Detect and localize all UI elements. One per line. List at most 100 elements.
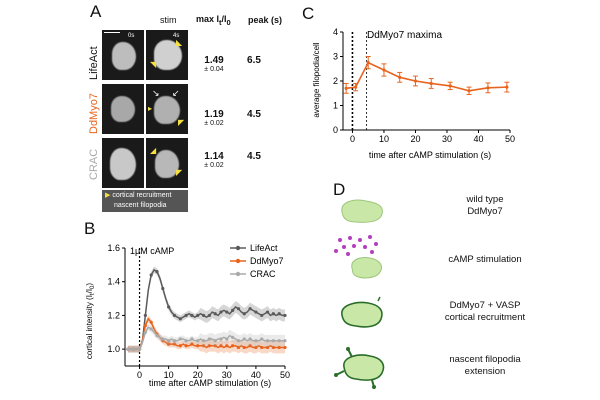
b-point-lifeact xyxy=(184,313,188,318)
b-point-lifeact xyxy=(161,286,165,291)
b-point-ddmyo7 xyxy=(219,344,223,348)
max-value-crac: 1.14 ± 0.02 xyxy=(204,151,224,169)
c-y-axis-label: average filopodia/cell xyxy=(312,42,321,117)
b-point-ddmyo7 xyxy=(196,344,200,348)
b-point-crac xyxy=(184,339,188,343)
b-legend-marker-lifeact xyxy=(235,245,241,251)
b-point-lifeact xyxy=(219,310,223,314)
b-point-ddmyo7 xyxy=(167,342,171,346)
b-error-band-lifeact xyxy=(127,266,285,353)
b-point-lifeact xyxy=(167,305,171,309)
c-series-line xyxy=(346,61,507,92)
c-point xyxy=(505,85,509,89)
b-point-ddmyo7 xyxy=(254,345,258,350)
b-point-crac xyxy=(143,330,147,334)
c-y-tick-label: 3 xyxy=(333,52,338,62)
row-label-ddmyo7: DdMyo7 xyxy=(88,93,100,134)
c-y-tick-label: 1 xyxy=(333,101,338,111)
c-point xyxy=(398,75,402,79)
col-stim-header: stim xyxy=(160,15,177,25)
b-point-lifeact xyxy=(260,313,264,318)
b-point-crac xyxy=(254,339,258,343)
b-point-lifeact xyxy=(143,313,147,318)
b-legend-label-lifeact: LifeAct xyxy=(250,243,278,253)
b-point-lifeact xyxy=(242,312,246,316)
b-point-crac xyxy=(265,339,270,343)
white-arrow-icon: ↙ xyxy=(172,88,180,98)
c-point xyxy=(448,84,452,88)
b-point-lifeact xyxy=(155,270,159,274)
b-point-crac xyxy=(178,337,182,341)
b-series-line-lifeact xyxy=(127,268,285,350)
white-arrow-icon: ↘ xyxy=(152,88,160,98)
b-point-crac xyxy=(283,339,287,343)
c-x-tick-label: 0 xyxy=(350,134,355,144)
b-point-ddmyo7 xyxy=(172,342,177,346)
peak-value-crac: 4.5 xyxy=(247,151,261,162)
b-point-lifeact xyxy=(265,310,270,314)
step-4-label: nascent filopodia extension xyxy=(449,354,521,377)
b-point-lifeact xyxy=(178,317,182,321)
b-point-lifeact xyxy=(248,307,252,311)
micrograph-ddmyo7-4s: ↘ ↙ ▸ ◤ xyxy=(146,84,188,134)
arrowhead-icon: ▶ xyxy=(105,192,111,199)
c-point xyxy=(366,61,370,65)
c-y-tick-label: 4 xyxy=(333,27,338,37)
b-point-crac xyxy=(271,339,275,343)
max-value-ddmyo7: 1.19 ± 0.02 xyxy=(204,109,224,127)
b-point-crac xyxy=(242,337,246,341)
micrograph-ddmyo7-0s xyxy=(102,84,144,134)
b-point-ddmyo7 xyxy=(260,345,264,350)
b-point-ddmyo7 xyxy=(231,344,235,348)
c-point xyxy=(354,85,358,89)
col-max-header: max It/I0 xyxy=(196,14,231,27)
b-series-line-ddmyo7 xyxy=(127,317,285,350)
b-x-tick-label: 30 xyxy=(222,370,232,380)
b-error-band-crac xyxy=(127,323,285,353)
b-point-crac xyxy=(149,327,153,331)
step-1-label: wild type DdMyo7 xyxy=(466,194,504,217)
b-y-tick-label: 1.2 xyxy=(107,310,120,320)
b-point-ddmyo7 xyxy=(143,323,147,328)
c-point xyxy=(429,81,433,86)
b-point-ddmyo7 xyxy=(242,345,246,350)
c-x-tick-label: 20 xyxy=(410,134,420,144)
b-legend-label-ddmyo7: DdMyo7 xyxy=(250,256,284,266)
b-point-ddmyo7 xyxy=(283,345,287,350)
arrowhead-icon: ▸ xyxy=(148,104,153,113)
b-point-crac xyxy=(236,339,241,343)
b-point-crac xyxy=(132,347,136,351)
b-point-crac xyxy=(231,335,235,339)
b-point-crac xyxy=(137,347,142,351)
c-x-axis-label: time after cAMP stimulation (s) xyxy=(369,150,491,160)
b-point-ddmyo7 xyxy=(184,344,188,348)
cell-camp-stimulation-icon xyxy=(334,235,383,279)
b-point-crac xyxy=(196,339,200,343)
b-point-crac xyxy=(126,347,130,351)
panel-c-chart: 0 10 20 30 40 50 0 1 2 3 4 DdMyo7 maxima time afte… xyxy=(312,27,515,160)
b-x-axis-label: time after cAMP stimulation (s) xyxy=(149,378,271,388)
c-point xyxy=(486,86,490,90)
b-point-crac xyxy=(172,339,177,343)
step-3-label: DdMyo7 + VASP cortical recruitment xyxy=(444,300,526,323)
time-label-0s: 0s xyxy=(128,33,135,39)
c-point xyxy=(382,68,386,72)
micrograph-crac-0s xyxy=(102,138,144,188)
b-point-ddmyo7 xyxy=(225,344,229,348)
b-point-lifeact xyxy=(207,313,211,318)
panel-b-chart: 0 10 20 30 40 50 1.0 1.2 1.4 1.6 LifeAct DdMyo7 CRA… xyxy=(85,243,290,388)
c-y-tick-label: 0 xyxy=(333,125,338,135)
b-point-ddmyo7 xyxy=(201,344,206,348)
b-point-crac xyxy=(213,339,217,343)
b-y-tick-label: 1.0 xyxy=(107,344,120,354)
b-legend-marker-ddmyo7 xyxy=(235,258,241,264)
panel-c-letter: C xyxy=(302,4,315,23)
b-legend-label-crac: CRAC xyxy=(250,269,276,279)
b-point-crac xyxy=(155,334,159,338)
b-point-lifeact xyxy=(254,310,258,314)
b-y-axis-label: cortical intensity (It/I0) xyxy=(85,283,96,360)
b-x-tick-label: 0 xyxy=(137,370,142,380)
b-point-crac xyxy=(277,339,281,343)
cell-wild-type-icon xyxy=(341,199,383,223)
c-y-tick-label: 2 xyxy=(333,76,338,86)
